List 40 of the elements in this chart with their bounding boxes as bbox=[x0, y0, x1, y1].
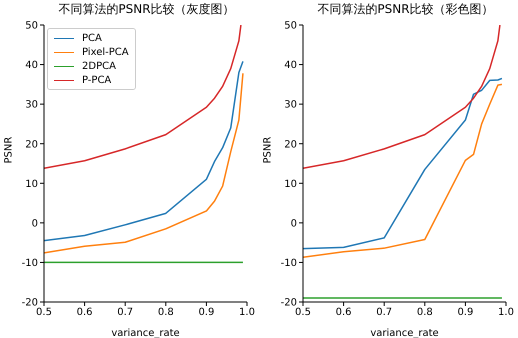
legend-label: P-PCA bbox=[82, 74, 112, 86]
x-tick-label: 0.6 bbox=[76, 307, 93, 318]
legend-label: PCA bbox=[82, 32, 102, 44]
y-axis-title: PSNR bbox=[262, 136, 274, 164]
y-tick-label: 50 bbox=[284, 20, 297, 32]
y-tick-label: 20 bbox=[25, 139, 38, 150]
y-axis-title: PSNR bbox=[4, 136, 15, 164]
y-tick-label: 10 bbox=[284, 178, 297, 190]
x-tick-label: 0.8 bbox=[416, 307, 433, 318]
chart-title: 不同算法的PSNR比较（彩色图） bbox=[316, 1, 495, 18]
y-tick-label: 40 bbox=[25, 60, 38, 72]
y-tick-label: 20 bbox=[284, 139, 297, 150]
x-tick-label: 0.5 bbox=[295, 307, 311, 318]
x-tick-label: 0.8 bbox=[158, 307, 174, 318]
y-tick-label: -10 bbox=[280, 258, 297, 269]
line-series bbox=[44, 25, 242, 169]
legend-label: 2DPCA bbox=[82, 60, 116, 72]
x-tick-label: 0.7 bbox=[376, 307, 392, 318]
y-tick-label: 40 bbox=[284, 60, 297, 72]
x-axis-title: variance_rate bbox=[111, 328, 180, 338]
x-tick-label: 0.9 bbox=[198, 307, 214, 318]
y-tick-label: -10 bbox=[22, 258, 38, 269]
y-tick-label: 0 bbox=[32, 218, 38, 230]
x-tick-label: 1.0 bbox=[498, 307, 514, 318]
x-axis-title: variance_rate bbox=[370, 328, 439, 338]
x-tick-label: 1.0 bbox=[239, 307, 255, 318]
y-tick-label: 30 bbox=[284, 100, 297, 111]
legend-label: Pixel-PCA bbox=[82, 46, 129, 58]
line-series bbox=[303, 25, 501, 169]
x-tick-label: 0.6 bbox=[336, 307, 352, 318]
x-tick-label: 0.7 bbox=[117, 307, 134, 318]
y-tick-label: 50 bbox=[25, 20, 38, 32]
chart-title: 不同算法的PSNR比较（灰度图） bbox=[57, 1, 236, 18]
x-tick-label: 0.9 bbox=[457, 307, 474, 318]
y-tick-label: 0 bbox=[290, 218, 297, 230]
x-tick-label: 0.5 bbox=[36, 307, 52, 318]
y-tick-label: -20 bbox=[22, 298, 38, 309]
y-tick-label: 30 bbox=[25, 100, 38, 111]
y-tick-label: 10 bbox=[25, 178, 38, 190]
y-tick-label: -20 bbox=[280, 298, 297, 309]
